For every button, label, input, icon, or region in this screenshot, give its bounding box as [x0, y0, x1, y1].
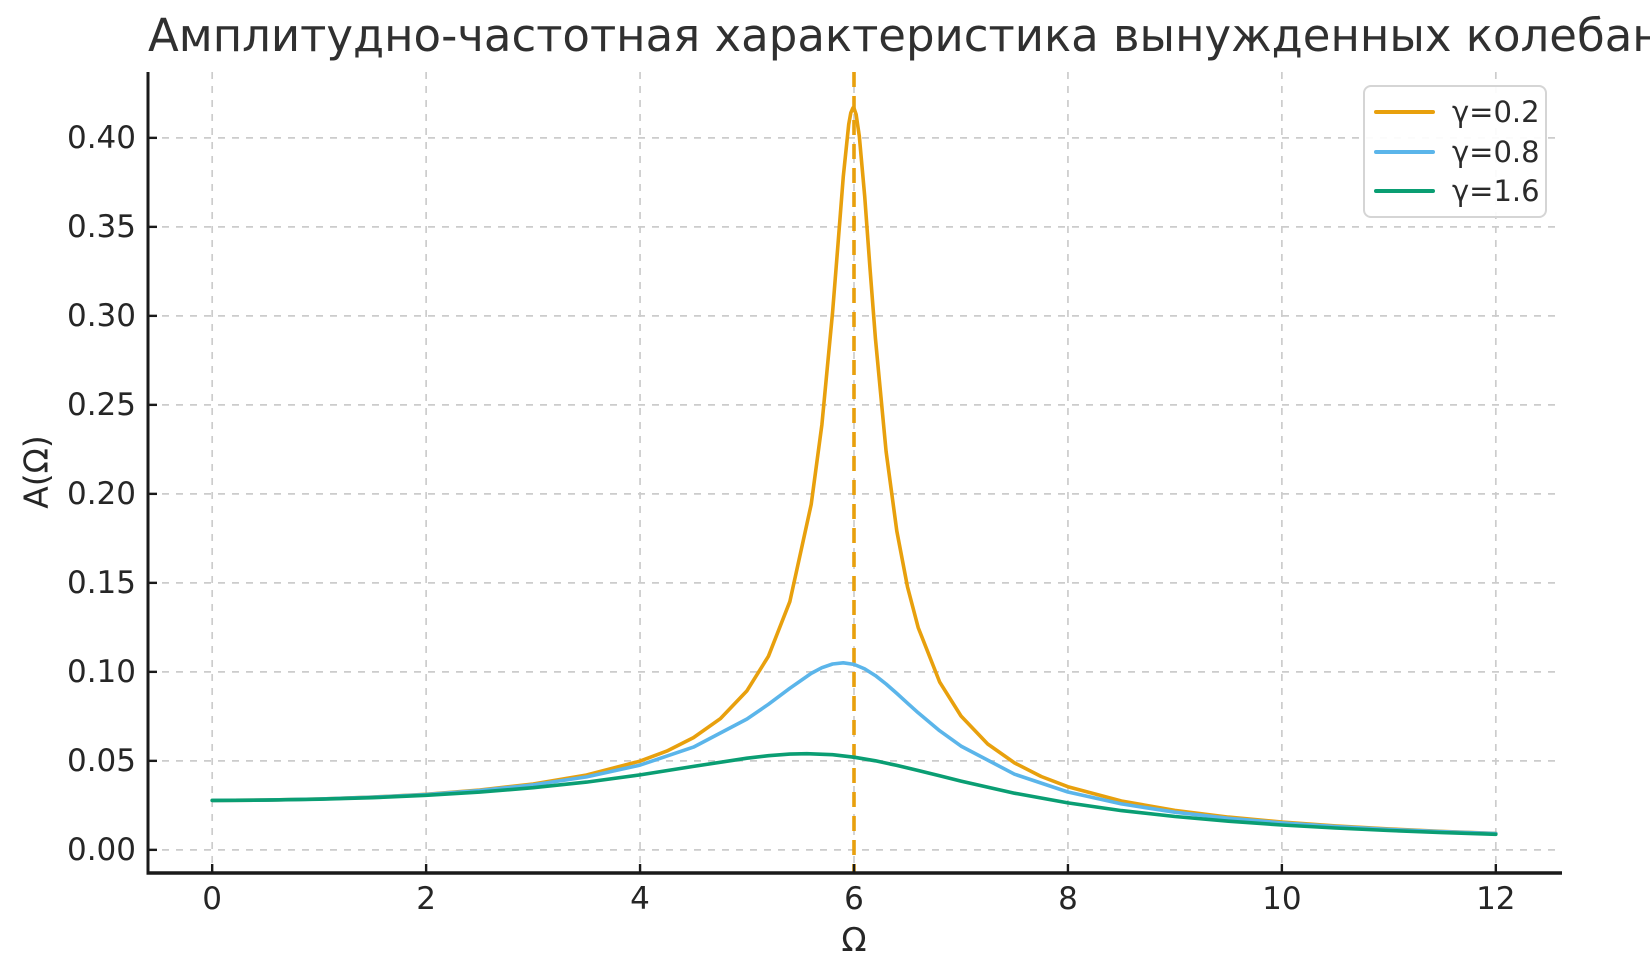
y-axis-label: A(Ω): [16, 435, 56, 509]
x-axis-label: Ω: [841, 920, 867, 959]
x-tick-label: 6: [844, 881, 864, 917]
y-tick-label: 0.00: [66, 831, 136, 868]
series-curve-0: [210, 106, 1498, 836]
legend-item-label: γ=1.6: [1452, 173, 1540, 208]
y-tick-label: 0.10: [66, 653, 136, 690]
legend-color-line: [1374, 110, 1435, 115]
x-tick-label: 0: [202, 881, 223, 917]
chart-title: Амплитудно-частотная характеристика выну…: [148, 9, 1650, 62]
legend-item: γ=0.2: [1365, 95, 1545, 129]
y-tick-label: 0.20: [66, 475, 136, 512]
x-tick-label: 12: [1476, 881, 1516, 917]
y-tick-label: 0.35: [66, 208, 136, 245]
legend-item: γ=1.6: [1365, 174, 1545, 208]
y-tick-label: 0.15: [66, 564, 136, 601]
legend-item: γ=0.8: [1365, 135, 1545, 169]
y-tick-label: 0.25: [66, 386, 136, 423]
x-tick-label: 10: [1262, 881, 1302, 917]
legend-item-label: γ=0.8: [1452, 134, 1540, 169]
series-curve-2: [210, 751, 1498, 837]
y-tick-label: 0.30: [66, 297, 136, 334]
y-tick-label: 0.05: [66, 742, 136, 779]
x-tick-label: 8: [1058, 881, 1078, 917]
legend: γ=0.2 γ=0.8 γ=1.6: [1363, 85, 1547, 218]
legend-item-label: γ=0.2: [1452, 95, 1540, 130]
series-curve-1: [210, 661, 1498, 836]
legend-color-line: [1374, 149, 1435, 154]
y-tick-label: 0.40: [66, 119, 136, 156]
x-tick-label: 2: [416, 881, 436, 917]
x-tick-label: 4: [630, 881, 650, 917]
legend-color-line: [1374, 188, 1435, 193]
